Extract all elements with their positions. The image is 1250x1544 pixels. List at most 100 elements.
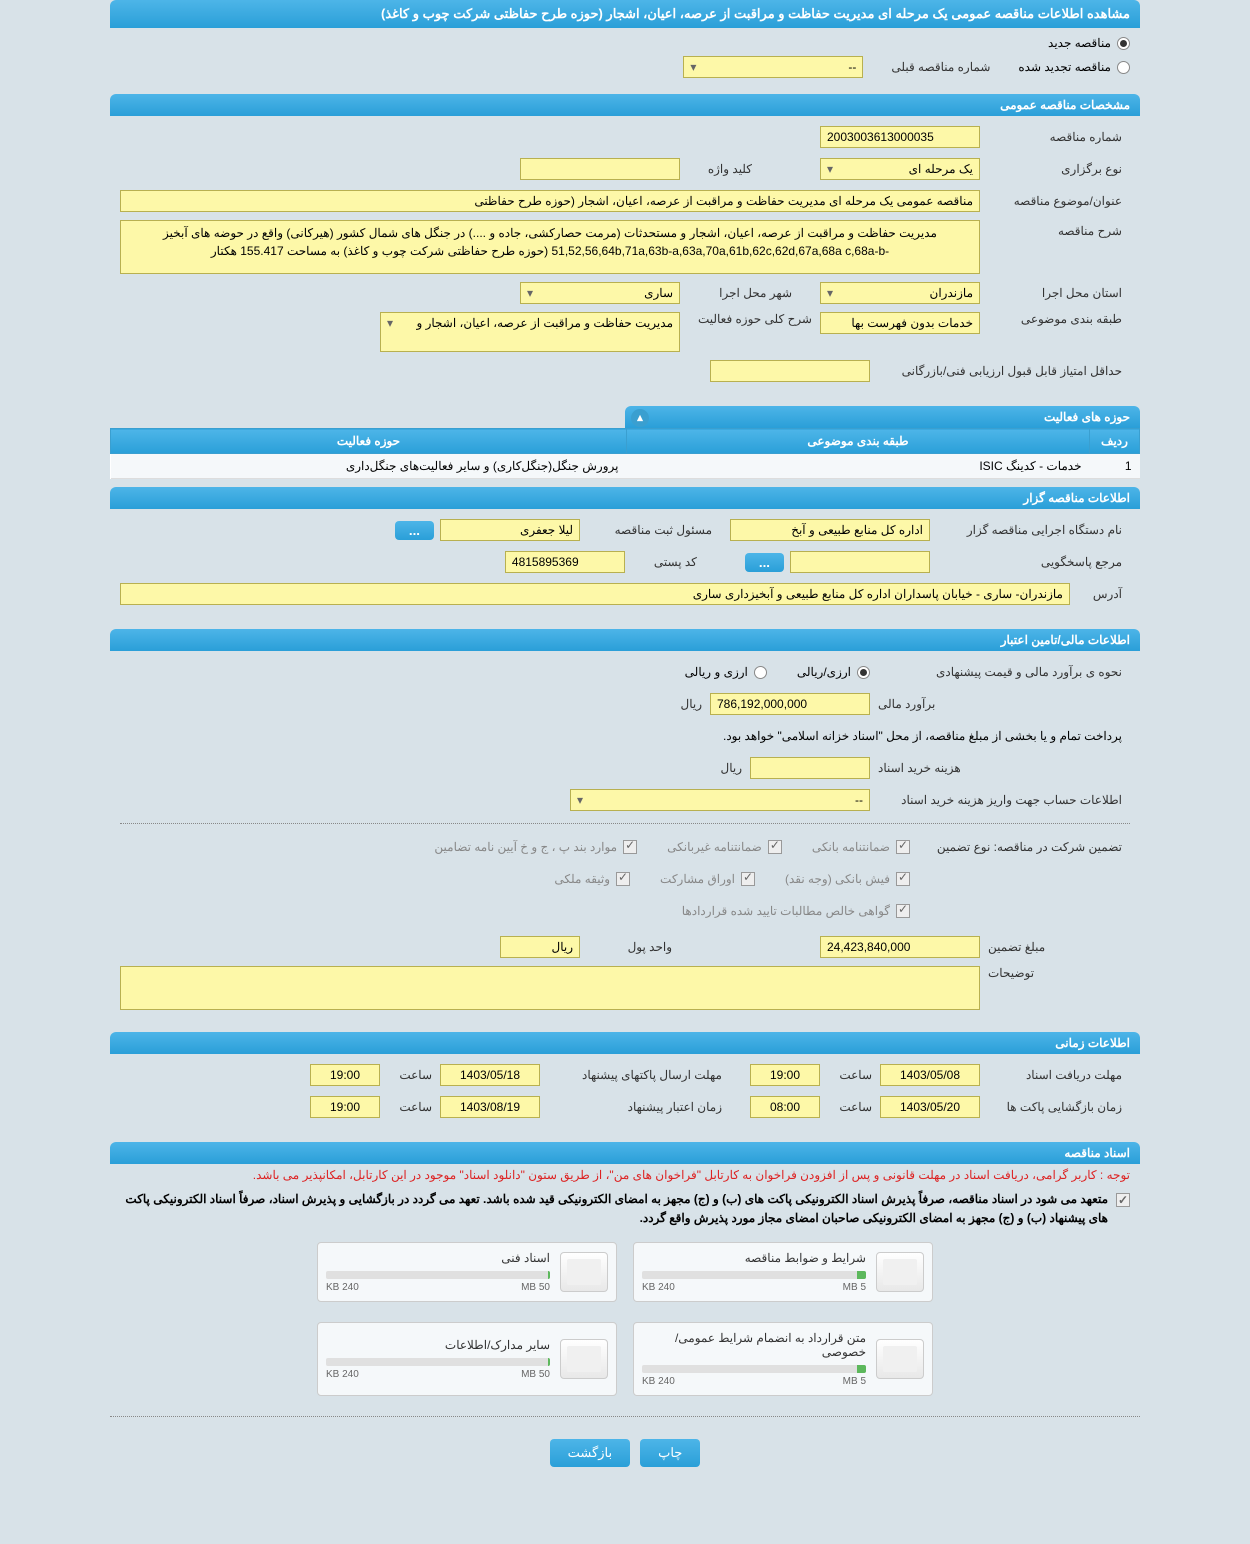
- t1-date: 1403/05/08: [880, 1064, 980, 1086]
- city-select[interactable]: ساری: [520, 282, 680, 304]
- radio-icon: [857, 666, 870, 679]
- folder-title: سایر مدارک/اطلاعات: [326, 1338, 550, 1352]
- radio-rial[interactable]: ارزی/ریالی: [797, 665, 870, 679]
- desc-field[interactable]: مدیریت حفاظت و مراقبت از عرصه، اعیان، اش…: [120, 220, 980, 274]
- type-select[interactable]: یک مرحله ای: [820, 158, 980, 180]
- t4-label: زمان اعتبار پیشنهاد: [540, 1100, 730, 1114]
- folder-contract[interactable]: متن قرارداد به انضمام شرایط عمومی/خصوصی …: [633, 1322, 933, 1396]
- class-label: طبقه بندی موضوعی: [980, 312, 1130, 326]
- commitment-checkbox[interactable]: [1116, 1193, 1130, 1207]
- checkbox-icon: [623, 840, 637, 854]
- section-activity: حوزه های فعالیت ▴: [625, 406, 1140, 428]
- checkbox-icon: [896, 904, 910, 918]
- t1-label: مهلت دریافت اسناد: [980, 1068, 1130, 1082]
- account-select[interactable]: --: [570, 789, 870, 811]
- province-label: استان محل اجرا: [980, 286, 1130, 300]
- t3-label: زمان بازگشایی پاکت ها: [980, 1100, 1130, 1114]
- t2-date: 1403/05/18: [440, 1064, 540, 1086]
- subject-field[interactable]: مناقصه عمومی یک مرحله ای مدیریت حفاظت و …: [120, 190, 980, 212]
- reg-label: مسئول ثبت مناقصه: [580, 523, 720, 537]
- chk-nonbank-guarantee[interactable]: ضمانتنامه غیربانکی: [667, 840, 782, 854]
- estimate-label: برآورد مالی: [870, 697, 1130, 711]
- chk-cash[interactable]: فیش بانکی (وجه نقد): [785, 872, 910, 886]
- folder-total: 50 MB: [521, 1369, 550, 1380]
- checkbox-icon: [768, 840, 782, 854]
- rial-unit: ریال: [672, 697, 710, 711]
- reg-field: لیلا جعفری: [440, 519, 580, 541]
- radio-renewed-tender[interactable]: مناقصه تجدید شده: [1018, 60, 1130, 74]
- folder-technical[interactable]: اسناد فنی 50 MB 240 KB: [317, 1242, 617, 1302]
- t3-date: 1403/05/20: [880, 1096, 980, 1118]
- doc-note-red: توجه : کاربر گرامی، دریافت اسناد در مهلت…: [110, 1164, 1140, 1186]
- section-general: مشخصات مناقصه عمومی: [110, 94, 1140, 116]
- radio-icon: [754, 666, 767, 679]
- min-score-label: حداقل امتیاز قابل قبول ارزیابی فنی/بازرگ…: [870, 364, 1130, 378]
- addr-label: آدرس: [1070, 587, 1130, 601]
- activity-header-text: حوزه های فعالیت: [1044, 410, 1130, 424]
- folder-other[interactable]: سایر مدارک/اطلاعات 50 MB240 KB: [317, 1322, 617, 1396]
- t4-time: 19:00: [310, 1096, 380, 1118]
- doc-cost-label: هزینه خرید اسناد: [870, 761, 1130, 775]
- guarantee-header: تضمین شرکت در مناقصه: نوع تضمین: [910, 840, 1130, 854]
- chk-receivables[interactable]: گواهی خالص مطالبات تایید شده قراردادها: [682, 904, 910, 918]
- collapse-icon[interactable]: ▴: [631, 409, 649, 427]
- folder-conditions[interactable]: شرایط و ضوابط مناقصه 5 MB240 KB: [633, 1242, 933, 1302]
- chk-property[interactable]: وثیقه ملکی: [554, 872, 630, 886]
- addr-field: مازندران- ساری - خیابان پاسداران اداره ک…: [120, 583, 1070, 605]
- min-score-field[interactable]: [710, 360, 870, 382]
- radio-currency[interactable]: ارزی و ریالی: [685, 665, 767, 679]
- progress-bar: [642, 1365, 866, 1373]
- progress-bar: [326, 1271, 550, 1279]
- table-row: 1 خدمات - کدینگ ISIC پرورش جنگل(جنگل‌کار…: [111, 454, 1140, 479]
- checkbox-icon: [741, 872, 755, 886]
- chk2-label: ضمانتنامه غیربانکی: [667, 840, 762, 854]
- radio-new-label: مناقصه جدید: [1048, 36, 1111, 50]
- doc-cost-field[interactable]: [750, 757, 870, 779]
- t1-time: 19:00: [750, 1064, 820, 1086]
- post-label: کد پستی: [625, 555, 705, 569]
- reg-lookup-button[interactable]: ...: [395, 521, 434, 540]
- t3-time: 08:00: [750, 1096, 820, 1118]
- class-field: خدمات بدون فهرست بها: [820, 312, 980, 334]
- post-field: 4815895369: [505, 551, 625, 573]
- radio-currency-label: ارزی و ریالی: [685, 665, 748, 679]
- section-financial: اطلاعات مالی/تامین اعتبار: [110, 629, 1140, 651]
- chk3-label: موارد بند پ ، ج و خ آیین نامه تضامین: [434, 840, 617, 854]
- remarks-label: توضیحات: [980, 966, 1130, 980]
- folder-icon: [876, 1252, 924, 1292]
- radio-rial-label: ارزی/ریالی: [797, 665, 851, 679]
- progress-bar: [326, 1358, 550, 1366]
- print-button[interactable]: چاپ: [640, 1439, 700, 1467]
- t2-time-label: ساعت: [380, 1068, 440, 1082]
- folder-title: اسناد فنی: [326, 1251, 550, 1265]
- chk-regulation[interactable]: موارد بند پ ، ج و خ آیین نامه تضامین: [434, 840, 637, 854]
- prev-tender-select[interactable]: --: [683, 56, 863, 78]
- folder-used: 240 KB: [326, 1282, 359, 1293]
- scope-select[interactable]: مدیریت حفاظت و مراقبت از عرصه، اعیان، اش…: [380, 312, 680, 352]
- chk1-label: ضمانتنامه بانکی: [812, 840, 890, 854]
- folder-total: 50 MB: [521, 1282, 550, 1293]
- org-name-field: اداره کل منابع طبیعی و آبخ: [730, 519, 930, 541]
- remarks-field[interactable]: [120, 966, 980, 1010]
- folder-title: شرایط و ضوابط مناقصه: [642, 1251, 866, 1265]
- doc-note-black: متعهد می شود در اسناد مناقصه، صرفاً پذیر…: [120, 1190, 1108, 1228]
- t2-label: مهلت ارسال پاکتهای پیشنهاد: [540, 1068, 730, 1082]
- scope-label: شرح کلی حوزه فعالیت: [680, 312, 820, 326]
- chk-bonds[interactable]: اوراق مشارکت: [660, 872, 755, 886]
- resp-field[interactable]: [790, 551, 930, 573]
- chk-bank-guarantee[interactable]: ضمانتنامه بانکی: [812, 840, 910, 854]
- tender-no-label: شماره مناقصه: [980, 130, 1130, 144]
- province-select[interactable]: مازندران: [820, 282, 980, 304]
- t2-time: 19:00: [310, 1064, 380, 1086]
- resp-lookup-button[interactable]: ...: [745, 553, 784, 572]
- activity-table: ردیف طبقه بندی موضوعی حوزه فعالیت 1 خدما…: [110, 428, 1140, 479]
- keyword-field[interactable]: [520, 158, 680, 180]
- chk6-label: وثیقه ملکی: [554, 872, 610, 886]
- back-button[interactable]: بازگشت: [550, 1439, 630, 1467]
- col-row: ردیف: [1090, 429, 1140, 454]
- radio-new-tender[interactable]: مناقصه جدید: [1048, 36, 1130, 50]
- folder-used: 240 KB: [642, 1282, 675, 1293]
- radio-icon: [1117, 61, 1130, 74]
- rial-unit2: ریال: [712, 761, 750, 775]
- section-timing: اطلاعات زمانی: [110, 1032, 1140, 1054]
